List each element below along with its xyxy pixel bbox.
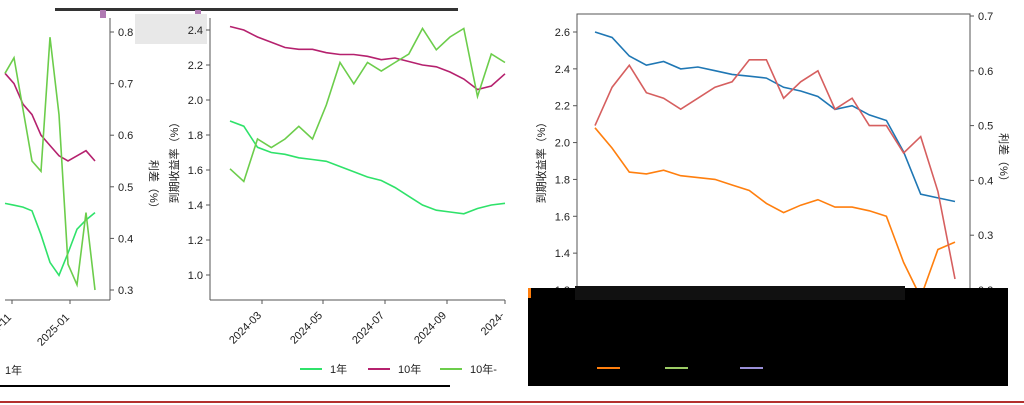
right-y2-tick: 0.4: [978, 175, 993, 187]
middle-y-tick: 1.0: [188, 270, 203, 282]
left-lines: [4, 37, 96, 291]
right-y2-ticks: 0.20.30.40.50.60.7: [970, 11, 993, 297]
middle-y-tick: 1.6: [188, 165, 203, 177]
left-y2-tick: 0.8: [118, 27, 133, 39]
right-y-label: 到期收益率（%）: [534, 117, 548, 204]
left-x-ticks: 4-11 2025-01: [0, 300, 72, 349]
left-x-tick: 2025-01: [35, 312, 72, 349]
right-y-tick: 1.8: [555, 174, 570, 186]
right-series-line: [594, 127, 956, 300]
left-panel: 0.3 0.4 0.5 0.6 0.7 0.8 4-11 2025-01 利差（%） 1年: [0, 18, 161, 377]
middle-y-tick: 2.2: [188, 60, 203, 72]
red-rule: [0, 401, 1024, 403]
right-y-tick: 1.6: [555, 211, 570, 223]
middle-x-ticks: 2024-03 2024-05 2024-07 2024-09 2024-: [227, 300, 507, 347]
right-y-tick: 1.4: [555, 248, 570, 260]
top-mark: [100, 10, 106, 18]
decorative-overlays: [0, 8, 1024, 403]
middle-x-tick: 2024-05: [288, 310, 325, 347]
middle-series-line: [229, 25, 506, 91]
middle-x-tick: 2024-07: [350, 310, 387, 347]
left-y2-ticks: 0.3 0.4 0.5 0.6 0.7 0.8: [110, 27, 133, 297]
middle-legend: 1年 10年 10年-: [300, 362, 497, 376]
left-y2-tick: 0.7: [118, 79, 133, 91]
legend-1y: 1年: [330, 362, 347, 376]
middle-y-ticks: 1.0 1.2 1.4 1.6 1.8 2.0 2.2 2.4: [188, 25, 210, 282]
left-series-line: [4, 202, 96, 277]
left-x-tick: 4-11: [0, 312, 14, 335]
right-y2-tick: 0.6: [978, 66, 993, 78]
middle-y-tick: 2.4: [188, 25, 203, 37]
right-frame: [576, 13, 971, 291]
middle-lines: [229, 25, 506, 215]
left-y2-tick: 0.5: [118, 182, 133, 194]
middle-x-tick: 2024-09: [412, 310, 449, 347]
middle-series-line: [229, 120, 506, 215]
right-series-line: [594, 59, 956, 280]
middle-x-tick: 2024-03: [227, 310, 264, 347]
middle-y-label: 到期收益率（%）: [167, 117, 181, 204]
middle-series-line: [229, 26, 506, 183]
right-y2-label: 利差（%）: [997, 133, 1011, 187]
right-y-tick: 2.0: [555, 138, 570, 150]
right-lines: [594, 31, 956, 300]
right-y-tick: 2.4: [555, 64, 570, 76]
right-panel: 1.21.41.61.82.02.22.42.6 0.20.30.40.50.6…: [528, 11, 1011, 386]
obscured-region: [528, 288, 1008, 386]
middle-y-tick: 1.8: [188, 130, 203, 142]
left-y2-tick: 0.6: [118, 130, 133, 142]
right-y2-tick: 0.7: [978, 11, 993, 23]
left-legend-1y: 1年: [5, 363, 22, 377]
top-bar: [55, 8, 458, 11]
orange-mark: [528, 288, 531, 298]
bottom-bar: [0, 385, 450, 387]
middle-y-tick: 1.2: [188, 235, 203, 247]
middle-x-tick: 2024-: [479, 309, 508, 338]
right-y-ticks: 1.21.41.61.82.02.22.42.6: [555, 27, 577, 297]
right-series-line: [594, 31, 956, 203]
right-y-tick: 2.6: [555, 27, 570, 39]
left-series-line: [4, 37, 96, 291]
gray-block: [135, 14, 207, 44]
legend-spread: 10年-: [470, 362, 497, 376]
legend-10y: 10年: [398, 362, 421, 376]
middle-y-tick: 2.0: [188, 95, 203, 107]
left-series-line: [4, 72, 96, 162]
left-y2-label: 利差（%）: [147, 160, 161, 214]
middle-panel: 1.01.21.41.61.82.02.22.4 2024-03 2024-05 2…: [167, 18, 507, 376]
obscured-band: [575, 286, 905, 300]
right-y-tick: 2.2: [555, 101, 570, 113]
right-y2-tick: 0.5: [978, 121, 993, 133]
left-y2-tick: 0.4: [118, 233, 133, 245]
middle-y-tick: 1.4: [188, 200, 203, 212]
left-y2-tick: 0.3: [118, 285, 133, 297]
right-y2-tick: 0.3: [978, 230, 993, 242]
